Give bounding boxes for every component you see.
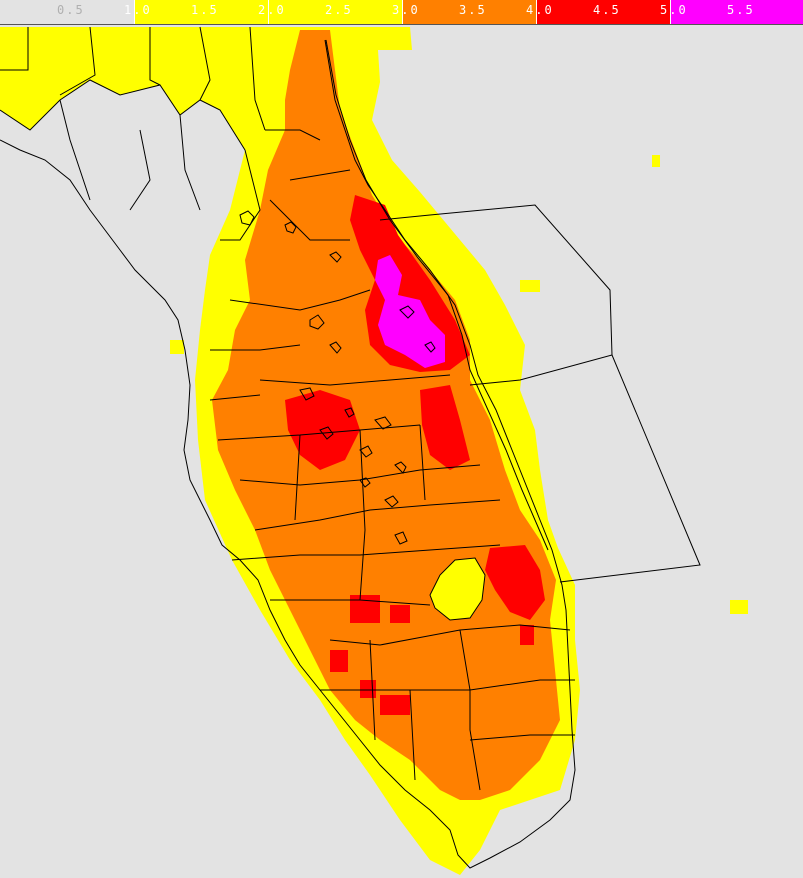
legend-bin-3-4 — [402, 0, 536, 24]
legend-tick-label: 4.5 — [593, 3, 621, 17]
legend-tick-label: 5.5 — [727, 3, 755, 17]
legend-tick-label: 4.0 — [526, 3, 554, 17]
legend-divider — [670, 0, 671, 24]
legend-tick-label: 5.0 — [660, 3, 688, 17]
legend-tick-label: 3.0 — [392, 3, 420, 17]
lake-okeechobee — [429, 557, 486, 621]
legend-divider — [134, 0, 135, 24]
field-red-central — [285, 340, 470, 470]
legend-bin-0-1 — [0, 0, 134, 24]
legend-divider — [402, 0, 403, 24]
legend-tick-label: 3.5 — [459, 3, 487, 17]
legend-tick-label: 1.0 — [124, 3, 152, 17]
field-red-south — [330, 545, 545, 715]
coastline — [0, 39, 576, 869]
legend-tick-label: 2.5 — [325, 3, 353, 17]
lake-outlines — [239, 210, 436, 545]
county-boundaries — [0, 26, 701, 791]
legend-divider — [536, 0, 537, 24]
legend-bin-5-6 — [670, 0, 803, 24]
legend-bin-4-5 — [536, 0, 670, 24]
lagoon-line — [325, 39, 549, 551]
field-magenta — [375, 255, 445, 368]
legend-divider — [268, 0, 269, 24]
legend-tick-label: 2.0 — [258, 3, 286, 17]
legend-tick-label: 1.5 — [191, 3, 219, 17]
color-scale-legend: 0.5 1.0 1.5 2.0 2.5 3.0 3.5 4.0 4.5 5.0 … — [0, 0, 803, 25]
legend-tick-label: 0.5 — [57, 3, 85, 17]
florida-rainfall-map — [0, 25, 803, 878]
